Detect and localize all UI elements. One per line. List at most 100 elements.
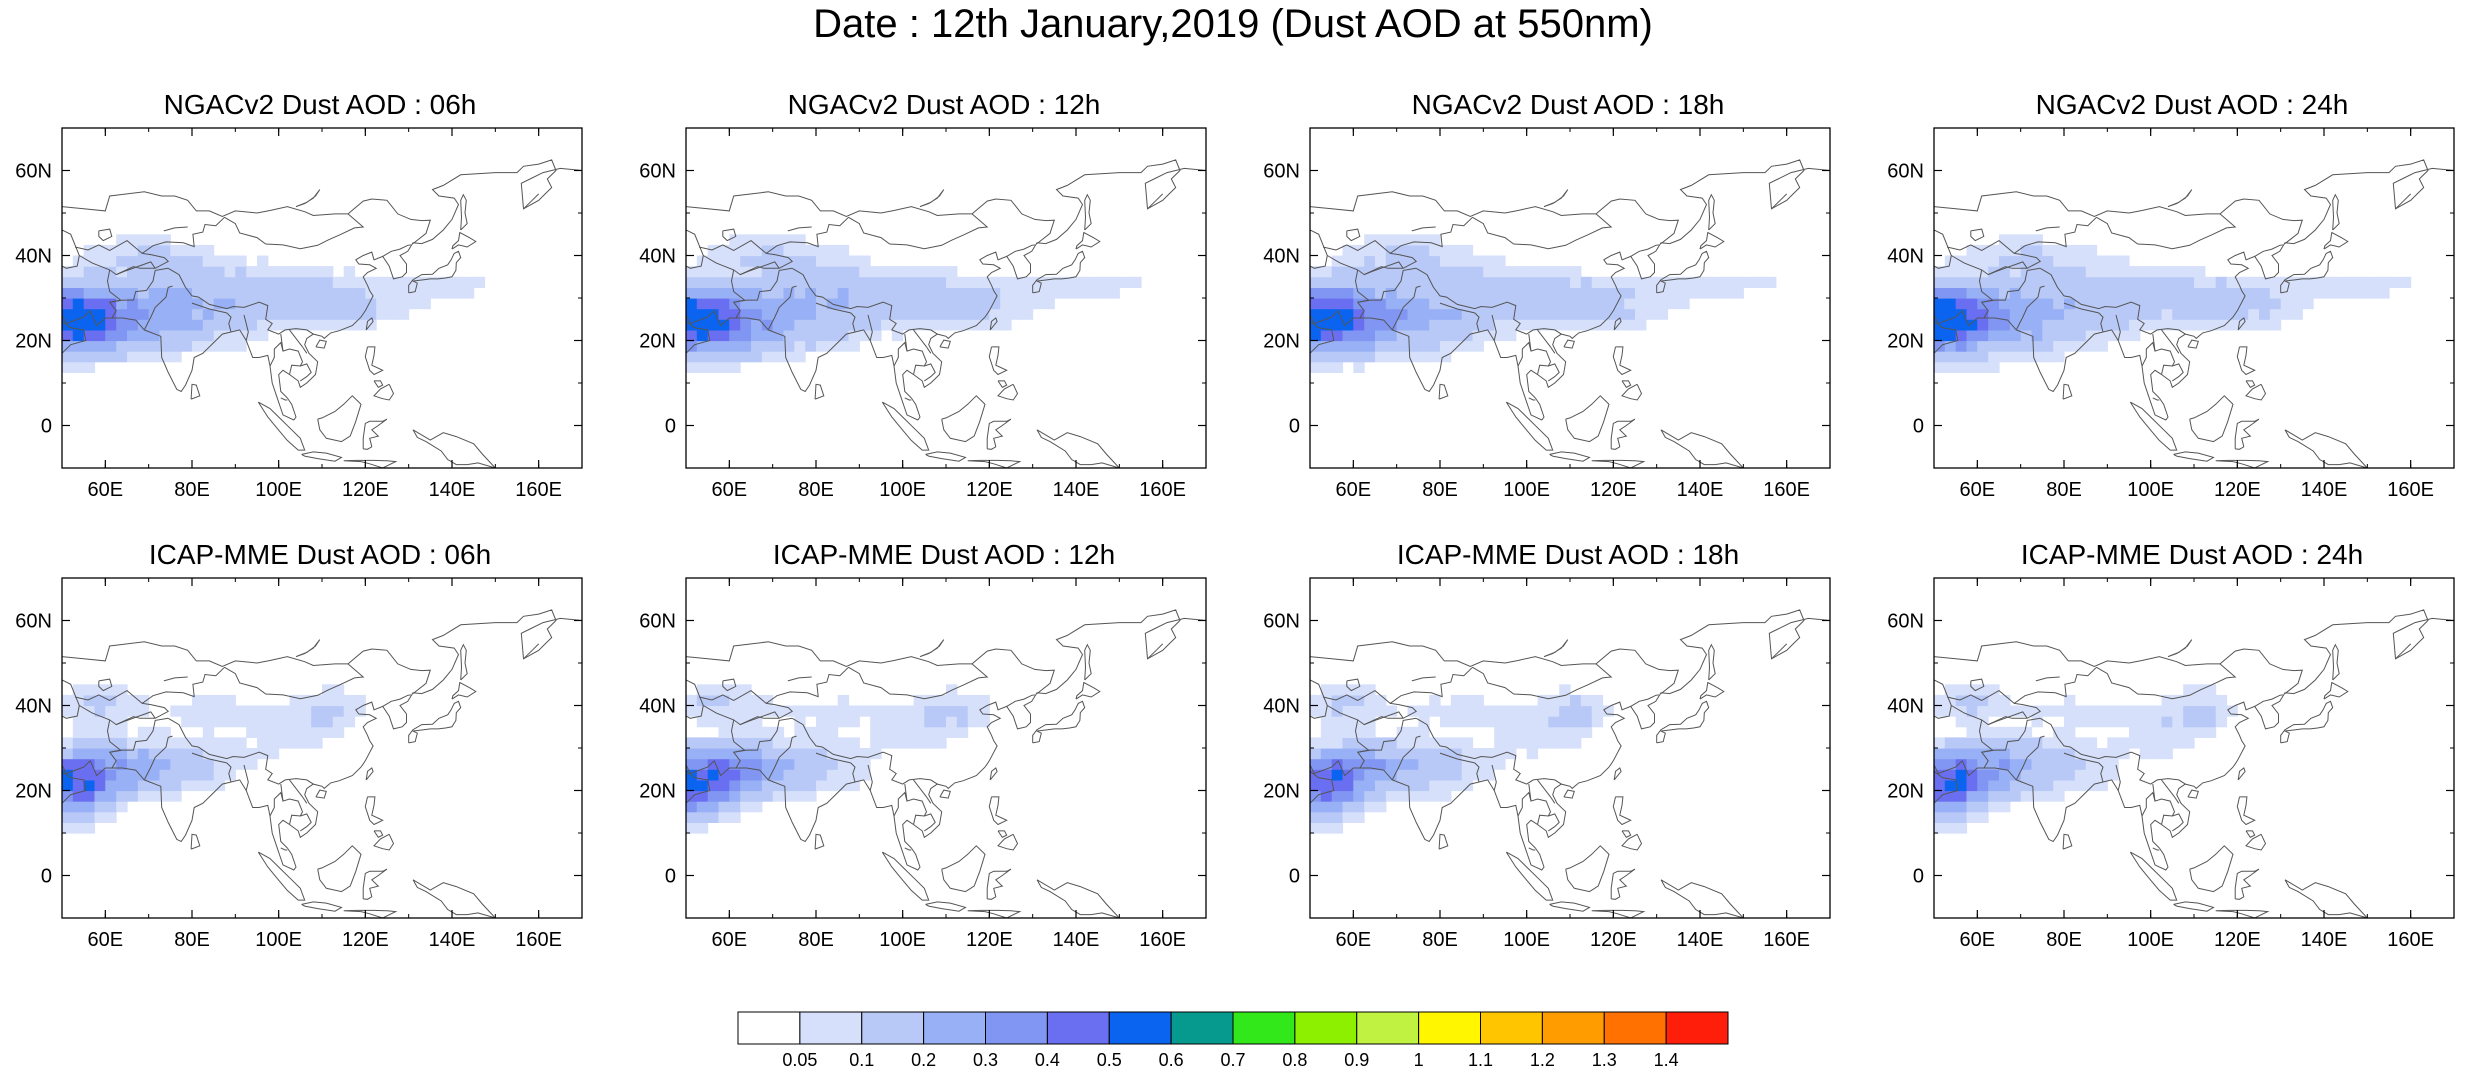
aod-cell: [159, 758, 171, 770]
aod-cell: [1570, 694, 1582, 707]
aod-cell: [1966, 361, 1978, 373]
aod-cell: [2074, 705, 2087, 717]
aod-cell: [718, 748, 730, 760]
aod-cell: [354, 308, 366, 320]
aod-cell: [924, 319, 936, 331]
aod-cell: [707, 351, 720, 363]
aod-cell: [783, 287, 795, 299]
coastline: [1621, 380, 1632, 388]
x-tick-label: 100E: [879, 479, 926, 501]
aod-cell: [1000, 298, 1012, 310]
coastline: [1364, 261, 1404, 276]
aod-cell: [1331, 811, 1344, 823]
aod-field: [62, 234, 486, 373]
coastline: [62, 770, 87, 804]
aod-cell: [837, 779, 850, 792]
aod-cell: [696, 790, 709, 802]
aod-cell: [1086, 287, 1099, 299]
aod-cell: [2150, 266, 2163, 278]
coastline: [919, 639, 945, 658]
aod-cell: [718, 769, 730, 781]
x-tick-label: 60E: [1960, 479, 1996, 501]
aod-cell: [924, 716, 936, 728]
aod-cell: [902, 266, 915, 278]
aod-cell: [1331, 801, 1344, 813]
aod-cell: [696, 351, 709, 363]
aod-cell: [137, 769, 150, 781]
aod-cell: [1418, 716, 1430, 728]
aod-cell: [751, 298, 763, 310]
aod-cell: [924, 266, 936, 278]
aod-cell: [1934, 705, 1946, 717]
aod-cell: [2248, 276, 2260, 288]
aod-cell: [257, 255, 269, 267]
aod-cell: [881, 726, 893, 738]
aod-cell: [311, 705, 323, 717]
aod-cell: [192, 255, 204, 267]
aod-cell: [967, 287, 980, 299]
aod-cell: [257, 266, 269, 278]
panel-title: NGACv2 Dust AOD : 24h: [2035, 89, 2349, 120]
aod-cell: [686, 266, 698, 278]
aod-cell: [2139, 716, 2152, 728]
aod-cell: [257, 705, 269, 717]
aod-field: [686, 684, 990, 834]
aod-cell: [278, 276, 291, 288]
coastline: [867, 764, 873, 791]
coastlines: [62, 159, 582, 468]
aod-cell: [1999, 244, 2011, 257]
aod-cell: [2194, 298, 2206, 310]
aod-cell: [1407, 287, 1419, 299]
aod-cell: [105, 790, 117, 802]
aod-cell: [2204, 319, 2217, 331]
aod-cell: [1375, 234, 1387, 246]
coastline: [1934, 191, 2303, 244]
aod-cell: [826, 329, 839, 342]
aod-cell: [2053, 340, 2065, 352]
aod-cell: [2085, 255, 2098, 267]
aod-cell: [956, 726, 969, 738]
aod-cell: [2096, 276, 2108, 288]
aod-cell: [772, 287, 785, 299]
aod-cell: [1559, 737, 1571, 749]
aod-cell: [1108, 287, 1120, 299]
aod-cell: [1320, 287, 1333, 299]
aod-cell: [978, 716, 990, 728]
aod-cell: [2280, 308, 2293, 320]
aod-cell: [397, 308, 410, 320]
aod-cell: [805, 737, 817, 749]
aod-cell: [2020, 748, 2033, 760]
y-tick-label: 40N: [15, 246, 52, 268]
coastline: [686, 770, 711, 804]
coastline: [1310, 159, 1830, 421]
aod-cell: [805, 748, 817, 760]
aod-cell: [848, 319, 860, 331]
coastline: [1346, 228, 1361, 242]
aod-cell: [1375, 779, 1387, 792]
aod-cell: [257, 329, 269, 342]
coastline: [1310, 641, 1679, 694]
aod-cell: [1086, 276, 1099, 288]
coastline: [2187, 789, 2199, 799]
aod-cell: [1364, 748, 1376, 760]
aod-cell: [181, 779, 193, 792]
coastline: [1988, 261, 2028, 276]
aod-cell: [192, 758, 204, 770]
coastline: [1591, 459, 1646, 468]
aod-cell: [116, 329, 128, 342]
aod-cell: [1934, 329, 1946, 342]
aod-cell: [1310, 308, 1322, 320]
aod-cell: [1955, 790, 1968, 802]
aod-cell: [267, 266, 280, 278]
aod-cell: [1461, 244, 1474, 257]
aod-cell: [1635, 298, 1647, 310]
aod-cell: [2107, 276, 2119, 288]
aod-cell: [235, 758, 247, 770]
aod-cell: [2161, 694, 2173, 707]
aod-cell: [116, 790, 128, 802]
aod-cell: [246, 276, 258, 288]
aod-cell: [1364, 801, 1376, 813]
aod-cell: [1342, 340, 1354, 352]
aod-cell: [224, 266, 236, 278]
aod-cell: [913, 266, 925, 278]
